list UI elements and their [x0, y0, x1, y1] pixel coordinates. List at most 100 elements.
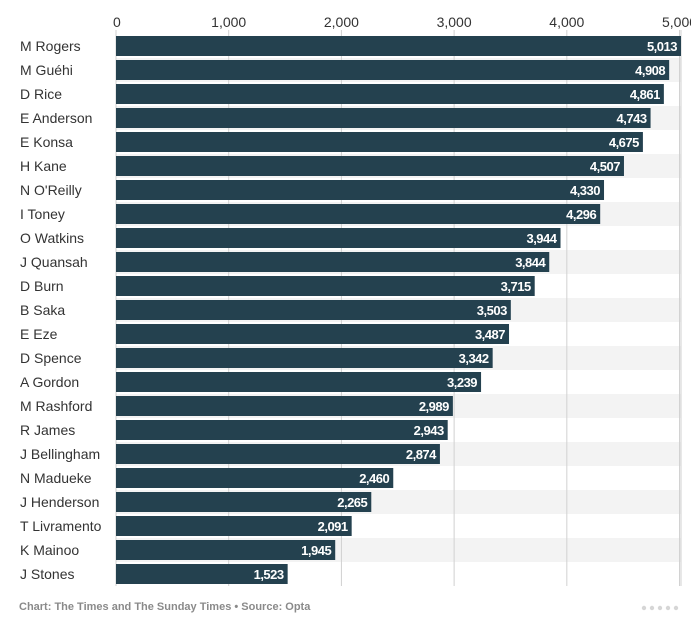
- bar-rows: M Rogers 5,013 M Guéhi 4,908 D Rice 4,861 E An…: [20, 36, 681, 584]
- category-label: N O'Reilly: [20, 182, 82, 198]
- category-label: H Kane: [20, 158, 67, 174]
- bar-row: D Rice 4,861: [20, 84, 664, 104]
- bar-row: M Guéhi 4,908: [20, 60, 670, 80]
- bar-value-label: 3,844: [515, 255, 546, 270]
- category-label: M Rogers: [20, 38, 81, 54]
- bar-value-label: 3,487: [475, 327, 505, 342]
- category-label: T Livramento: [20, 518, 102, 534]
- bar-value-label: 1,523: [254, 567, 284, 582]
- bar-value-label: 2,874: [406, 447, 437, 462]
- category-label: M Rashford: [20, 398, 92, 414]
- bar-row: J Henderson 2,265: [20, 492, 372, 512]
- category-label: O Watkins: [20, 230, 84, 246]
- bar: [116, 396, 453, 416]
- bar: [116, 84, 664, 104]
- bar-row: J Bellingham 2,874: [20, 444, 440, 464]
- chart-credit: Chart: The Times and The Sunday Times • …: [19, 601, 311, 613]
- bar: [116, 108, 651, 128]
- category-label: R James: [20, 422, 75, 438]
- bar: [116, 228, 561, 248]
- category-label: E Konsa: [20, 134, 73, 150]
- bar-row: M Rashford 2,989: [20, 396, 453, 416]
- category-label: M Guéhi: [20, 62, 73, 78]
- category-label: J Stones: [20, 566, 74, 582]
- bar-value-label: 3,342: [459, 351, 489, 366]
- bar-row: K Mainoo 1,945: [20, 540, 336, 560]
- x-tick-label: 1,000: [211, 14, 246, 30]
- bar: [116, 564, 288, 584]
- bar-value-label: 2,943: [414, 423, 444, 438]
- bar-row: R James 2,943: [20, 420, 448, 440]
- x-tick-label: 0: [113, 14, 121, 30]
- bar-row: E Eze 3,487: [20, 324, 510, 344]
- bar-value-label: 3,503: [477, 303, 507, 318]
- category-label: B Saka: [20, 302, 65, 318]
- bar: [116, 516, 352, 536]
- bar-value-label: 4,675: [609, 135, 639, 150]
- x-tick-label: 3,000: [437, 14, 472, 30]
- bar: [116, 300, 511, 320]
- category-label: I Toney: [20, 206, 65, 222]
- category-label: A Gordon: [20, 374, 79, 390]
- bar-row: B Saka 3,503: [20, 300, 511, 320]
- bar-row: E Anderson 4,743: [20, 108, 651, 128]
- category-label: J Henderson: [20, 494, 99, 510]
- x-tick-label: 4,000: [549, 14, 584, 30]
- bar-value-label: 4,507: [590, 159, 620, 174]
- bar-value-label: 4,330: [570, 183, 600, 198]
- category-label: D Spence: [20, 350, 82, 366]
- bar-row: D Spence 3,342: [20, 348, 493, 368]
- bar: [116, 348, 493, 368]
- bar-value-label: 3,715: [501, 279, 531, 294]
- bar: [116, 420, 448, 440]
- bar: [116, 276, 535, 296]
- bar-row: J Stones 1,523: [20, 564, 288, 584]
- bar: [116, 252, 550, 272]
- bar-value-label: 2,460: [359, 471, 389, 486]
- category-label: J Bellingham: [20, 446, 100, 462]
- bar: [116, 372, 482, 392]
- bar: [116, 324, 510, 344]
- bar: [116, 204, 601, 224]
- bar-value-label: 4,296: [566, 207, 596, 222]
- bar-row: N Madueke 2,460: [20, 468, 394, 488]
- category-label: K Mainoo: [20, 542, 79, 558]
- bar-row: D Burn 3,715: [20, 276, 535, 296]
- bar-row: J Quansah 3,844: [20, 252, 550, 272]
- category-label: E Anderson: [20, 110, 92, 126]
- category-label: N Madueke: [20, 470, 92, 486]
- bar-value-label: 2,091: [318, 519, 348, 534]
- bar-row: M Rogers 5,013: [20, 36, 681, 56]
- category-label: E Eze: [20, 326, 58, 342]
- bar: [116, 540, 336, 560]
- category-label: D Burn: [20, 278, 64, 294]
- x-axis-ticks: 0 1,000 2,000 3,000 4,000 5,000: [113, 14, 691, 30]
- bar-row: E Konsa 4,675: [20, 132, 643, 152]
- bar: [116, 60, 670, 80]
- bar-row: O Watkins 3,944: [20, 228, 561, 248]
- share-dots-icon[interactable]: [640, 600, 680, 616]
- bar: [116, 492, 372, 512]
- bar: [116, 180, 605, 200]
- bar: [116, 36, 681, 56]
- x-tick-label: 5,000: [662, 14, 691, 30]
- category-label: J Quansah: [20, 254, 88, 270]
- bar-value-label: 4,743: [617, 111, 647, 126]
- bar-row: T Livramento 2,091: [20, 516, 352, 536]
- bar-row: I Toney 4,296: [20, 204, 601, 224]
- bar: [116, 468, 394, 488]
- bar-value-label: 3,239: [447, 375, 477, 390]
- bar-value-label: 3,944: [526, 231, 557, 246]
- category-label: D Rice: [20, 86, 62, 102]
- bar-value-label: 2,989: [419, 399, 449, 414]
- bar-row: A Gordon 3,239: [20, 372, 482, 392]
- bar: [116, 156, 624, 176]
- bar-value-label: 4,908: [635, 63, 665, 78]
- bar-row: H Kane 4,507: [20, 156, 624, 176]
- bar: [116, 444, 440, 464]
- bar-value-label: 4,861: [630, 87, 660, 102]
- bar-value-label: 2,265: [337, 495, 367, 510]
- bar-row: N O'Reilly 4,330: [20, 180, 605, 200]
- bar-value-label: 5,013: [647, 39, 677, 54]
